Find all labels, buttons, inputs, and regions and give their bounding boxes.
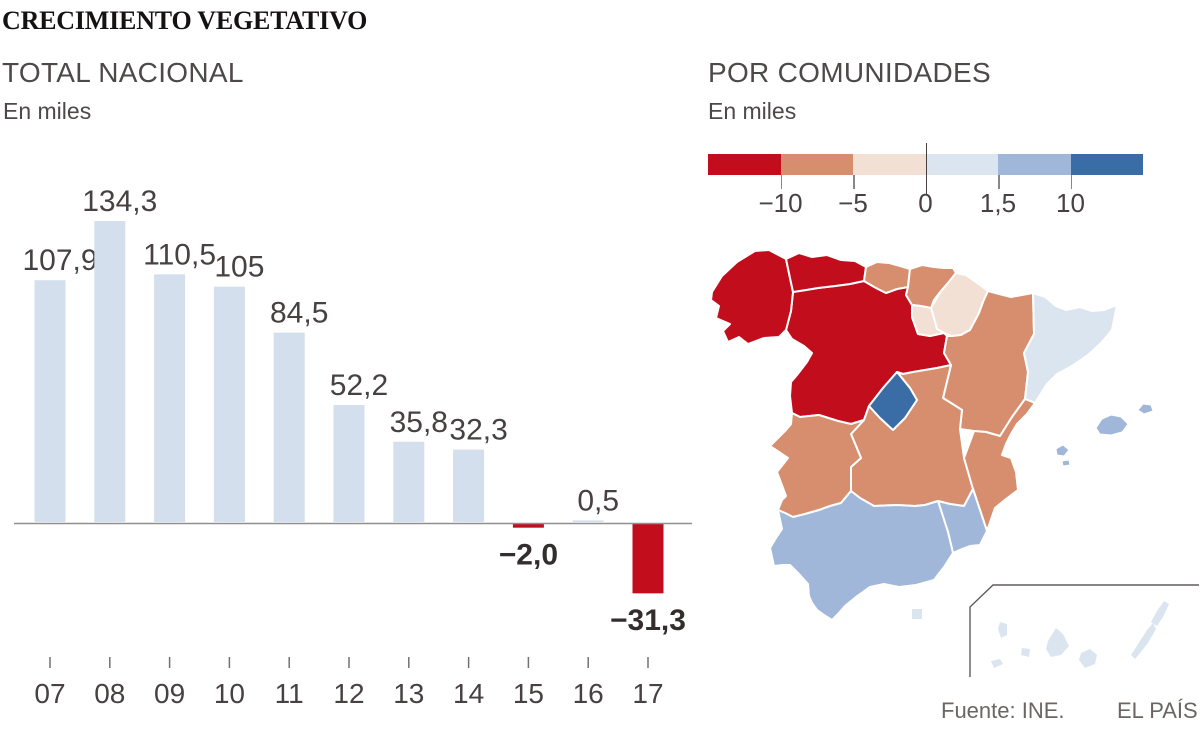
x-axis-year-label: 07 [34, 678, 65, 709]
x-axis-year-label: 11 [275, 678, 304, 709]
island-la-gomera [1021, 648, 1030, 657]
bar-chart-title: TOTAL NACIONAL [2, 57, 244, 88]
region-melilla [912, 609, 922, 619]
legend-tick [998, 175, 1000, 189]
bar-15 [512, 523, 544, 528]
legend-tick-label: 0 [918, 188, 933, 218]
bar-10 [213, 286, 245, 522]
legend-tick [853, 175, 855, 189]
island-el-hierro [991, 659, 1003, 668]
x-axis-year-label: 14 [453, 678, 484, 709]
legend-swatch-b5 [998, 154, 1071, 175]
legend-tick-label: −10 [758, 188, 803, 218]
x-axis-year-label: 15 [513, 678, 544, 709]
bar-11 [273, 332, 305, 522]
island-ibiza [1055, 444, 1070, 457]
bar-16 [572, 520, 604, 522]
x-axis-year-label: 10 [214, 678, 245, 709]
bar-value-label: 0,5 [577, 484, 619, 517]
map-units: En miles [708, 98, 797, 124]
legend-tick-label: 1,5 [979, 188, 1017, 218]
region-madrid [868, 371, 918, 431]
bar-value-label: 84,5 [270, 297, 328, 330]
bar-value-label: 134,3 [82, 185, 157, 218]
bar-17 [632, 523, 664, 594]
island-fuerteventura [1131, 623, 1156, 659]
bar-07 [34, 280, 66, 522]
legend-swatch-b2 [780, 154, 853, 175]
region-galicia [710, 249, 794, 345]
bar-value-label: 105 [214, 251, 264, 284]
map-color-legend: −10 −5 0 1,5 10 [708, 143, 1143, 218]
region-andalucia [769, 490, 954, 621]
legend-tick [780, 175, 782, 189]
source-credit: Fuente: INE. [941, 698, 1065, 723]
region-ceuta [826, 588, 837, 599]
bar-value-label: 110,5 [143, 238, 216, 271]
bar-value-label: 32,3 [449, 414, 507, 447]
region-cataluna [1023, 292, 1118, 404]
bar-value-label: 35,8 [390, 406, 448, 439]
bar-chart-units: En miles [3, 98, 92, 124]
legend-swatch-b6 [1070, 154, 1143, 175]
bar-value-label: −2,0 [499, 538, 558, 571]
island-la-palma [998, 622, 1007, 638]
x-axis-year-label: 09 [154, 678, 185, 709]
legend-swatch-b3 [853, 154, 926, 175]
bar-value-label: 107,9 [22, 244, 97, 277]
page-title: CRECIMIENTO VEGETATIVO [2, 6, 368, 35]
legend-swatch-b1 [708, 154, 781, 175]
island-formentera [1061, 459, 1071, 467]
legend-tick [1070, 175, 1072, 189]
x-axis-year-label: 12 [333, 678, 364, 709]
legend-tick-label: −5 [838, 188, 868, 218]
canary-inset-border [969, 584, 1199, 677]
island-gran-canaria [1079, 649, 1097, 668]
x-axis-year-label: 17 [632, 678, 663, 709]
bar-value-label: −31,3 [610, 604, 686, 637]
bar-12 [333, 405, 365, 522]
island-tenerife [1046, 628, 1069, 657]
bar-14 [453, 449, 485, 522]
legend-swatch-b4 [925, 154, 998, 175]
bar-09 [154, 274, 186, 522]
brand-credit: EL PAÍS [1117, 698, 1198, 723]
x-axis-year-label: 16 [573, 678, 604, 709]
bar-13 [393, 441, 425, 522]
bar-value-label: 52,2 [330, 369, 388, 402]
region-la-rioja [911, 304, 945, 337]
bar-08 [94, 221, 126, 523]
legend-tick-label: 10 [1056, 188, 1085, 218]
x-axis-year-label: 08 [94, 678, 125, 709]
island-lanzarote [1151, 601, 1169, 626]
x-axis-year-label: 13 [393, 678, 424, 709]
map-title: POR COMUNIDADES [708, 57, 991, 88]
region-c-valenciana [963, 398, 1036, 532]
island-mallorca [1095, 414, 1129, 436]
island-menorca [1137, 403, 1154, 415]
legend-tick [925, 143, 927, 195]
